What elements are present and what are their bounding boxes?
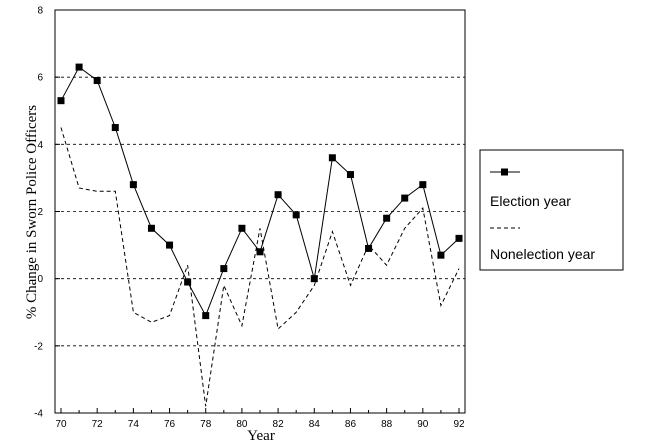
election-year-point (328, 154, 336, 162)
y-tick-label: 6 (37, 73, 43, 84)
election-year-point (111, 124, 119, 132)
y-tick-label: -2 (34, 341, 43, 352)
election-year-point (292, 211, 300, 219)
election-year-point (455, 234, 463, 242)
election-year-point (166, 241, 174, 249)
x-tick-label: 82 (273, 419, 285, 430)
y-tick-label: 0 (37, 274, 43, 285)
x-tick-label: 74 (128, 419, 140, 430)
x-tick-label: 80 (236, 419, 248, 430)
y-tick-label: 4 (37, 140, 43, 151)
y-tick-label: -4 (34, 409, 43, 420)
election-year-point (220, 265, 228, 273)
election-year-point (202, 312, 210, 320)
legend-square-marker (501, 168, 508, 176)
election-year-point (346, 171, 354, 179)
election-year-point (57, 97, 65, 105)
election-year-point (147, 224, 155, 232)
x-axis-ticks: 70 72 74 76 78 80 82 84 86 88 90 92 (55, 408, 465, 430)
legend: Election year Nonelection year (479, 149, 624, 271)
y-axis-ticks: -4 -2 0 2 4 6 8 (34, 6, 60, 420)
election-year-point (419, 181, 427, 189)
x-tick-label: 76 (164, 419, 176, 430)
series-nonelection-year-line (60, 127, 460, 407)
series-election-year-markers (57, 63, 463, 320)
x-tick-label: 88 (381, 419, 393, 430)
election-year-point (365, 244, 373, 252)
x-tick-label: 72 (92, 419, 104, 430)
gridlines (55, 76, 465, 347)
election-year-point (75, 63, 83, 71)
y-tick-label: 2 (37, 207, 43, 218)
election-year-point (383, 214, 391, 222)
x-axis-title: Year (247, 428, 275, 443)
election-year-point (274, 191, 282, 199)
x-tick-label: 70 (55, 419, 67, 430)
x-tick-label: 86 (345, 419, 357, 430)
election-year-point (310, 275, 318, 283)
election-year-point (129, 181, 137, 189)
legend-election-year-label: Election year (490, 193, 571, 209)
x-tick-label: 78 (200, 419, 212, 430)
election-year-point (437, 251, 445, 259)
election-year-point (238, 224, 246, 232)
election-year-point (93, 77, 101, 85)
x-tick-label: 92 (453, 419, 465, 430)
election-year-point (184, 278, 192, 286)
x-tick-label: 90 (417, 419, 429, 430)
y-axis-title: % Change in Sworn Police Officers (24, 105, 40, 319)
election-year-point (401, 194, 409, 202)
y-tick-label: 8 (37, 6, 43, 17)
x-tick-label: 84 (309, 419, 321, 430)
election-year-point (256, 248, 264, 256)
legend-nonelection-year-label: Nonelection year (490, 246, 595, 262)
